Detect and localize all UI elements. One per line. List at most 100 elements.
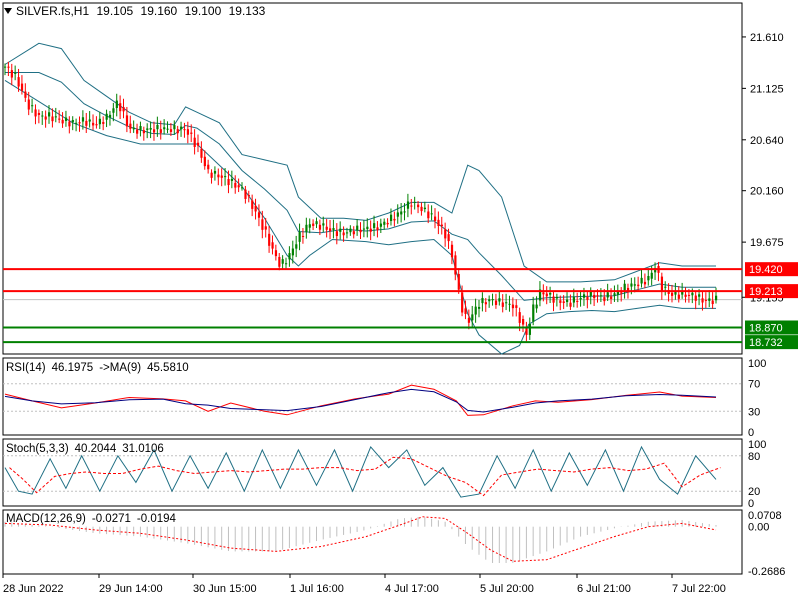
candle-body [406,201,410,209]
candle-body [670,292,674,296]
candle-body [549,292,552,295]
candle-body [687,294,691,296]
candle-body [241,187,244,189]
candle-body [4,66,7,68]
candle-body [650,272,653,279]
candle-body [251,200,254,209]
main-pane-frame [2,2,743,355]
candle-body [681,290,684,295]
candle-body [478,306,481,309]
candle-body [630,283,633,287]
candle-body [433,216,437,221]
candle-body [257,212,261,218]
rsi-ma-label: ->MA(9) [99,362,142,374]
candle-body [356,225,359,231]
candle-body [14,72,17,74]
candle-body [572,297,575,303]
candle-body [183,129,186,131]
candle-body [464,308,467,314]
stoch-header: Stoch(5,3,3) 40.2044 31.0106 [6,443,170,455]
macd-tick-label: -0.2686 [748,566,785,578]
low-value: 19.100 [184,4,222,18]
candle-body [247,195,250,197]
candle-body [210,172,213,178]
candle-body [281,259,284,264]
time-tick-label: 29 Jun 14:00 [99,583,163,595]
time-tick-label: 1 Jul 16:00 [290,583,344,595]
candle-body [332,228,335,230]
candle-body [88,119,91,122]
candle-body [396,212,399,217]
candle-body [132,127,135,130]
candle-body [102,121,105,124]
candle-body [569,302,572,307]
candle-body [230,178,234,181]
candle-body [440,224,443,227]
candle-body [159,129,162,133]
candle-body [562,301,565,303]
candle-body [606,292,609,298]
macd-value: -0.0271 [91,513,131,525]
candle-body [234,182,237,188]
rsi-tick-label: 100 [748,358,766,370]
candle-body [640,277,643,284]
candle-body [7,66,10,68]
candle-body [552,296,555,303]
candle-body [711,300,714,305]
candle-body [288,253,291,260]
candle-body [329,228,332,231]
level-tag-label: 18.732 [749,337,783,349]
candle-body [308,224,311,228]
candle-body [454,255,457,275]
candle-body [349,228,352,233]
dropdown-triangle-icon[interactable] [4,7,12,14]
candle-body [301,235,305,237]
candle-body [261,219,264,230]
candle-body [593,294,596,299]
candle-body [559,300,562,303]
candle-body [146,128,149,130]
candle-body [359,229,362,233]
macd-label: MACD(12,26,9) [6,513,86,525]
candle-body [217,174,220,178]
candle-body [491,299,494,301]
candle-body [61,119,64,124]
candle-body [620,292,623,294]
candle-body [660,276,664,292]
candle-body [403,211,406,213]
candle-body [115,100,118,108]
candle-body [85,120,88,126]
price-tick-label: 19.675 [750,237,784,249]
rsi-value: 46.1975 [51,362,94,374]
candle-body [623,283,626,291]
candle-body [542,292,545,295]
candle-body [501,302,504,307]
rsi-line [4,384,717,416]
candle-body [325,226,328,230]
candle-body [163,127,166,130]
candle-body [166,128,169,130]
candle-body [119,103,122,112]
candle-body [285,263,288,265]
stoch-tick-label: 100 [748,439,766,451]
price-tick-label: 21.125 [750,83,784,95]
candle-body [376,227,379,231]
candle-body [417,204,420,208]
stoch-d-value: 31.0106 [122,443,164,455]
candle-body [715,295,718,301]
level-tag [745,262,798,277]
candle-body [511,304,515,309]
candle-body [64,117,68,121]
candle-body [278,256,281,267]
time-tick-label: 30 Jun 15:00 [193,583,257,595]
candle-body [457,273,460,290]
candle-body [447,234,450,242]
candle-body [467,317,471,323]
candle-body [484,302,487,305]
candle-body [616,291,620,295]
macd-signal-value: -0.0194 [136,513,176,525]
candle-body [643,281,647,285]
candle-body [430,213,433,215]
